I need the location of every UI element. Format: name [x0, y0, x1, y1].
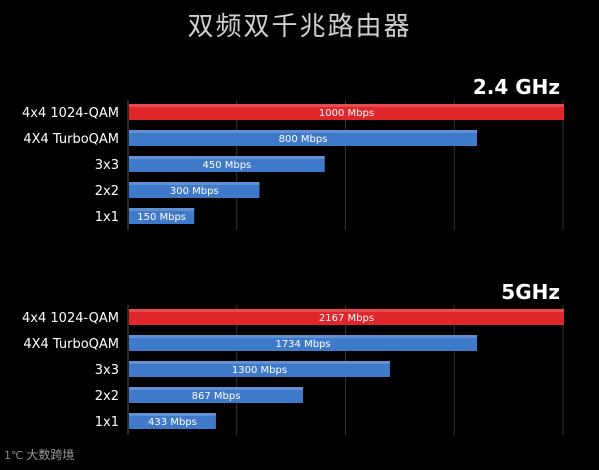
data-label: 1300 Mbps [232, 365, 287, 376]
bar [129, 361, 390, 377]
bar-highlight [129, 130, 477, 133]
data-label: 1000 Mbps [319, 108, 374, 119]
data-label: 150 Mbps [137, 212, 186, 223]
category-label: 2x2 [95, 184, 119, 199]
category-label: 4x4 1024-QAM [22, 311, 119, 326]
category-label: 2x2 [95, 389, 119, 404]
bar [129, 156, 325, 172]
data-label: 1734 Mbps [275, 339, 330, 350]
category-label: 3x3 [95, 363, 119, 378]
bar-highlight [129, 361, 390, 364]
chart-2g4: 2.4 GHz 4x4 1024-QAM 1000 Mbps 4X4 TurboQAM… [22, 75, 564, 230]
bar [129, 130, 477, 146]
bar-highlight [129, 156, 325, 159]
band-label: 2.4 GHz [473, 75, 560, 99]
watermark-text: 大数跨境 [26, 448, 75, 462]
bar-highlight [129, 387, 304, 390]
chart-5g: 5GHz 4x4 1024-QAM 2167 Mbps 4X4 TurboQAM 173… [22, 280, 564, 435]
bar [129, 182, 260, 198]
watermark-logo-icon: 1℃ [4, 449, 24, 462]
watermark: 1℃ 大数跨境 [4, 446, 74, 463]
bar-highlight [129, 208, 195, 211]
bar-highlight [129, 413, 216, 416]
bar [129, 387, 304, 403]
band-label: 5GHz [501, 280, 560, 304]
bar-highlight [129, 335, 478, 338]
category-label: 4X4 TurboQAM [23, 132, 119, 147]
category-label: 1x1 [95, 210, 119, 225]
bar [129, 309, 564, 325]
bar-highlight [129, 309, 564, 312]
bar-highlight [129, 104, 564, 107]
data-label: 433 Mbps [148, 417, 197, 428]
chart-title: 双频双千兆路由器 [187, 12, 412, 42]
bar [129, 104, 564, 120]
bar [129, 208, 195, 224]
category-label: 4x4 1024-QAM [22, 106, 119, 121]
data-label: 450 Mbps [202, 160, 251, 171]
bar-highlight [129, 182, 260, 185]
data-label: 300 Mbps [170, 186, 219, 197]
data-label: 800 Mbps [279, 134, 328, 145]
category-label: 4X4 TurboQAM [23, 337, 119, 352]
data-label: 867 Mbps [192, 391, 241, 402]
data-label: 2167 Mbps [319, 313, 374, 324]
bar [129, 335, 478, 351]
bar [129, 413, 216, 429]
category-label: 1x1 [95, 415, 119, 430]
category-label: 3x3 [95, 158, 119, 173]
